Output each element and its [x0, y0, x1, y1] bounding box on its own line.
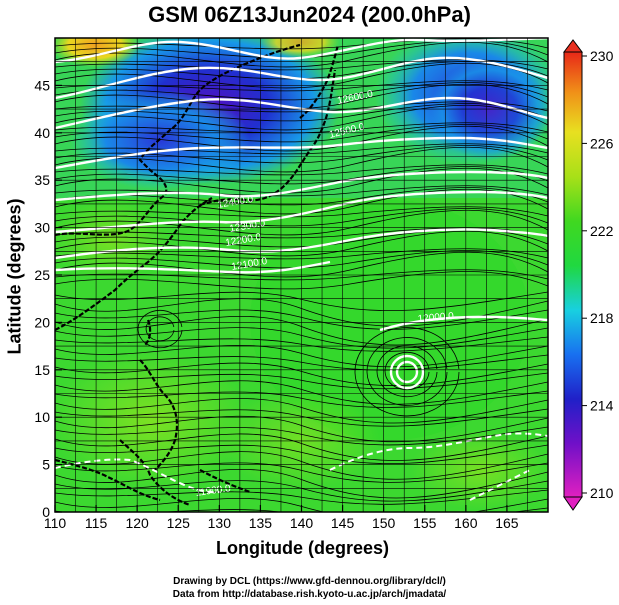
streamline — [55, 185, 548, 197]
y-axis-title: Latitude (degrees) — [4, 198, 25, 355]
geopotential-contours — [55, 38, 548, 390]
colorbar: 210 214 218 222 226 230 — [563, 39, 614, 511]
streamline — [137, 309, 183, 349]
x-tick-label: 160 — [454, 515, 478, 531]
streamline — [55, 433, 548, 461]
y-tick-label: 40 — [34, 125, 50, 141]
streamline — [55, 309, 548, 330]
y-tick-label: 25 — [34, 267, 50, 283]
colorbar-tick-label: 214 — [590, 398, 614, 414]
y-tick-label: 45 — [34, 77, 50, 93]
streamline — [55, 104, 548, 131]
y-tick-label: 15 — [34, 362, 50, 378]
colorbar-tick-label: 230 — [590, 48, 614, 64]
streamline — [55, 315, 548, 346]
x-tick-label: 155 — [413, 515, 437, 531]
streamline — [55, 82, 548, 101]
streamline — [55, 269, 548, 281]
x-tick-label: 120 — [125, 515, 149, 531]
x-tick-label: 130 — [208, 515, 232, 531]
colorbar-bottom-arrow — [563, 496, 583, 511]
dashed-contours — [55, 432, 548, 501]
colorbar-tick-label: 210 — [590, 485, 614, 501]
x-tick-label: 115 — [85, 515, 108, 531]
y-tick-label: 35 — [34, 172, 50, 188]
x-tick-label: 125 — [167, 515, 191, 531]
streamline — [55, 103, 548, 122]
streamline — [55, 336, 548, 352]
contour-label: 11900.0 — [195, 483, 232, 499]
streamline — [366, 337, 448, 406]
y-axis-ticks: 0 5 10 15 20 25 30 35 40 45 — [34, 77, 62, 520]
streamline — [55, 380, 548, 405]
streamline — [55, 230, 548, 257]
grid-lines — [54, 37, 549, 513]
streamline — [55, 146, 548, 173]
streamline — [55, 206, 548, 218]
streamline — [55, 468, 548, 499]
x-tick-label: 110 — [44, 515, 67, 531]
streamline — [55, 250, 548, 269]
x-tick-label: 140 — [290, 515, 314, 531]
streamline — [55, 40, 548, 59]
y-tick-label: 10 — [34, 409, 50, 425]
streamline — [55, 451, 548, 480]
y-tick-label: 0 — [42, 504, 50, 520]
colorbar-tick-label: 226 — [590, 135, 614, 151]
streamline — [55, 426, 548, 446]
streamline — [55, 59, 548, 71]
x-axis-title: Longitude (degrees) — [215, 538, 389, 558]
streamline — [55, 251, 548, 278]
colorbar-tick-label: 222 — [590, 223, 614, 239]
streamline — [55, 462, 548, 483]
streamline — [55, 227, 548, 239]
streamline — [55, 298, 548, 327]
streamline — [55, 143, 548, 155]
colorbar-top-arrow — [563, 39, 583, 53]
streamline — [55, 83, 548, 110]
streamline — [55, 372, 548, 390]
streamline — [55, 362, 548, 386]
x-tick-label: 150 — [372, 515, 396, 531]
streamline — [55, 497, 548, 512]
streamline — [55, 327, 548, 349]
y-tick-label: 5 — [42, 457, 50, 473]
y-tick-label: 20 — [34, 314, 50, 330]
streamline — [55, 122, 548, 134]
streamline — [55, 271, 548, 290]
streamline — [55, 444, 548, 464]
colorbar-tick-label: 218 — [590, 310, 614, 326]
streamline — [354, 327, 460, 417]
streamline — [55, 208, 548, 227]
streamline — [55, 164, 548, 176]
streamline — [55, 62, 548, 89]
credit-dcl: Drawing by DCL (https://www.gfd-dennou.o… — [173, 576, 446, 587]
streamline — [55, 398, 548, 424]
streamline — [55, 354, 548, 371]
streamline — [55, 209, 548, 236]
streamline — [55, 344, 548, 368]
y-tick-label: 30 — [34, 220, 50, 236]
chart-title: GSM 06Z13Jun2024 (200.0hPa) — [148, 2, 471, 27]
streamline — [145, 316, 175, 342]
streamline — [55, 415, 548, 443]
streamline — [376, 345, 438, 398]
streamline — [55, 489, 548, 505]
streamline — [55, 187, 548, 206]
streamline — [55, 248, 548, 260]
streamline — [384, 351, 430, 391]
x-axis-ticks: 110 115 120 125 130 135 140 145 150 155 160 165 — [44, 505, 519, 531]
streamline — [55, 408, 548, 427]
streamline — [55, 390, 548, 408]
x-tick-label: 135 — [249, 515, 273, 531]
x-tick-label: 165 — [495, 515, 519, 531]
x-tick-label: 145 — [331, 515, 355, 531]
streamline — [55, 167, 548, 194]
colorbar-bar — [563, 51, 583, 498]
credit-data: Data from http://database.rish.kyoto-u.a… — [172, 589, 447, 600]
